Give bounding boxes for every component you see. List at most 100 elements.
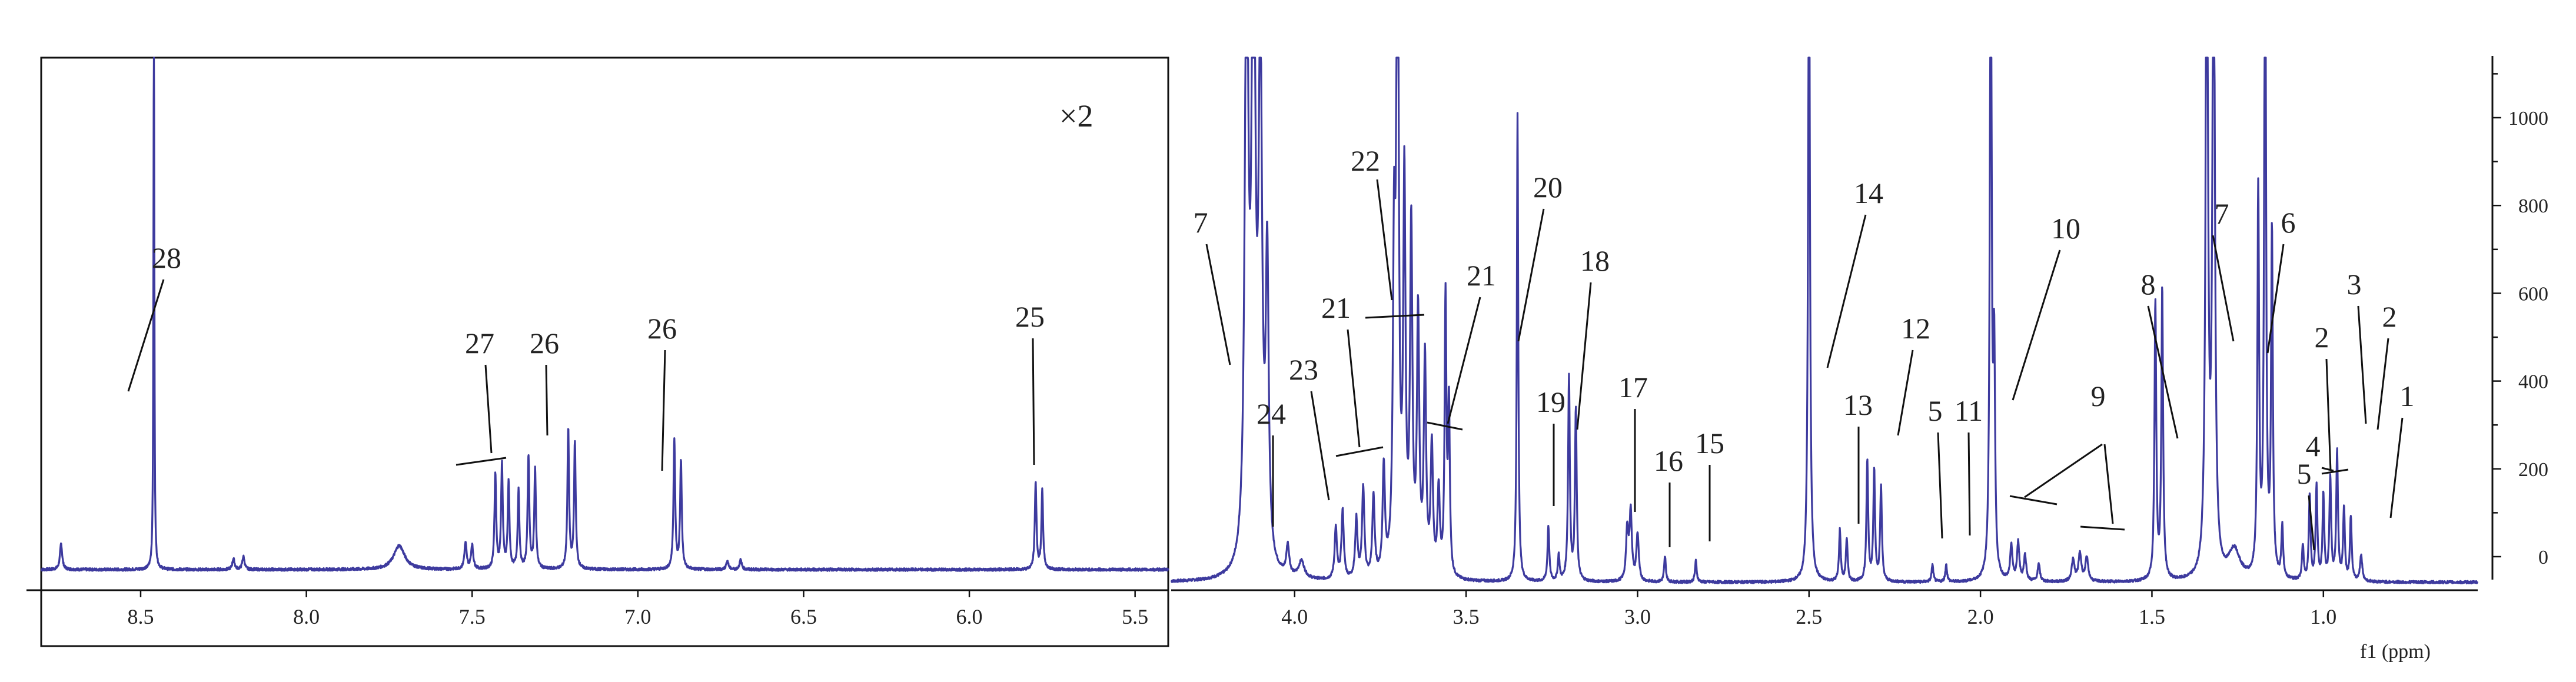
peak-label: 10 xyxy=(2051,212,2080,245)
multiplet-bar xyxy=(1427,421,1463,431)
peak-leader-line xyxy=(2321,467,2334,472)
peak-leader-line xyxy=(2325,358,2332,471)
main-x-ticks: 4.0 3.5 3.0 2.5 2.0 1.5 1.0 xyxy=(1281,590,2336,628)
left-x-tick-label: 5.5 xyxy=(1122,605,1148,628)
left-inset-frame xyxy=(40,56,1169,647)
main-panel: 4.0 3.5 3.0 2.5 2.0 1.5 1.0 02004006008001000 … xyxy=(1170,56,2548,663)
peak-label: 1 xyxy=(2400,380,2415,412)
peak-label: 21 xyxy=(1467,259,1496,292)
peak-leader-line xyxy=(2389,417,2404,518)
peak-label: 26 xyxy=(647,312,677,345)
multiplier-label: ×2 xyxy=(1059,98,1093,134)
peak-leader-line xyxy=(127,279,165,392)
multiplet-bar xyxy=(1365,314,1425,319)
peak-label: 2 xyxy=(2315,321,2329,354)
peak-label: 18 xyxy=(1580,244,1610,277)
peak-leader-line xyxy=(1826,214,1867,368)
peak-leader-line xyxy=(1347,329,1361,448)
left-spectrum-trace xyxy=(40,56,1169,572)
peak-leader-line xyxy=(661,350,666,471)
peak-label: 23 xyxy=(1289,353,1318,386)
peak-label: 14 xyxy=(1854,177,1883,209)
y-tick-label: 0 xyxy=(2538,547,2548,568)
peak-label: 3 xyxy=(2347,268,2362,301)
peak-leader-line xyxy=(1205,244,1231,365)
peak-label: 11 xyxy=(1955,394,1983,427)
y-tick-label: 1000 xyxy=(2508,108,2548,129)
peak-label: 22 xyxy=(1351,144,1380,177)
peak-label: 15 xyxy=(1695,427,1724,460)
peak-leader-line xyxy=(1937,432,1943,539)
main-x-tick-label: 2.0 xyxy=(1967,605,1994,628)
main-x-tick-label: 2.5 xyxy=(1796,605,1822,628)
peak-label: 24 xyxy=(1257,397,1286,430)
main-x-tick-label: 1.5 xyxy=(2139,605,2165,628)
peak-leader-line xyxy=(2266,244,2285,354)
main-x-tick-label: 3.5 xyxy=(1453,605,1480,628)
y-tick-label: 800 xyxy=(2518,195,2548,217)
multiplet-bar xyxy=(456,457,507,466)
left-x-tick-label: 6.5 xyxy=(790,605,817,628)
peak-label: 25 xyxy=(1015,300,1045,333)
main-x-tick-label: 1.0 xyxy=(2310,605,2336,628)
peak-label: 5 xyxy=(2297,457,2312,490)
peak-label: 5 xyxy=(1928,394,1943,427)
peak-label: 28 xyxy=(152,241,181,274)
peak-label: 17 xyxy=(1618,371,1648,404)
peak-label: 19 xyxy=(1536,385,1565,418)
y-tick-label: 600 xyxy=(2518,283,2548,305)
peak-label: 7 xyxy=(1194,206,1208,239)
x-axis-unit-label: f1 (ppm) xyxy=(2360,641,2431,663)
multiplet-bar xyxy=(1335,446,1384,457)
peak-label: 2 xyxy=(2382,300,2397,333)
y-tick-label: 400 xyxy=(2518,371,2548,393)
multiplet-bar xyxy=(2009,495,2058,505)
peak-leader-line xyxy=(2147,305,2179,439)
peak-leader-line xyxy=(1376,179,1393,301)
peak-leader-line xyxy=(1576,282,1592,430)
peak-label: 4 xyxy=(2306,430,2321,463)
left-x-tick-label: 8.0 xyxy=(293,605,320,628)
peak-label: 26 xyxy=(530,327,559,360)
left-x-tick-label: 7.0 xyxy=(624,605,651,628)
peak-leader-line xyxy=(2012,249,2061,401)
peak-leader-line xyxy=(484,364,493,454)
main-x-tick-label: 4.0 xyxy=(1281,605,1308,628)
y-axis-ticks: 0 200 400 600 800 1000 xyxy=(2492,73,2548,568)
peak-label: 21 xyxy=(1321,291,1351,324)
left-x-tick-label: 6.0 xyxy=(956,605,983,628)
peak-label: 13 xyxy=(1843,388,1873,421)
y-tick-label: 200 xyxy=(2518,459,2548,481)
peak-label: 12 xyxy=(1901,312,1930,345)
peak-label: 8 xyxy=(2141,268,2156,301)
peak-label: 6 xyxy=(2281,206,2296,239)
peak-label: 7 xyxy=(2215,197,2229,230)
main-x-tick-label: 3.0 xyxy=(1624,605,1651,628)
peak-leader-line xyxy=(1447,297,1481,424)
left-x-tick-label: 7.5 xyxy=(459,605,486,628)
peak-leader-line xyxy=(1310,391,1330,501)
main-spectrum-trace xyxy=(1170,56,2479,585)
multiplet-bar xyxy=(2080,525,2125,531)
peak-leader-line xyxy=(1517,208,1545,342)
peak-label: 20 xyxy=(1533,171,1563,204)
peak-leader-line xyxy=(2308,495,2315,551)
peak-leader-line xyxy=(2376,338,2389,430)
left-x-ticks: 8.5 8.0 7.5 7.0 6.5 6.0 5.5 xyxy=(127,590,1148,628)
left-inset-panel: 8.5 8.0 7.5 7.0 6.5 6.0 5.5 28 27 26 26 25 ×2 xyxy=(26,56,1169,647)
peak-leader-line xyxy=(1967,432,1971,536)
peak-leader-line xyxy=(1032,338,1035,465)
peak-label: 16 xyxy=(1654,444,1683,477)
peak-leader-line xyxy=(2357,305,2367,424)
left-peak-annotations: 28 27 26 26 25 xyxy=(127,241,1045,471)
peak-leader-line xyxy=(545,364,549,436)
peak-leader-line xyxy=(1897,350,1914,436)
peak-label: 9 xyxy=(2091,380,2106,412)
peak-leader-line xyxy=(2103,444,2114,524)
peak-leader-line xyxy=(2024,443,2103,498)
left-x-tick-label: 8.5 xyxy=(127,605,154,628)
peak-leader-line xyxy=(2212,235,2235,342)
